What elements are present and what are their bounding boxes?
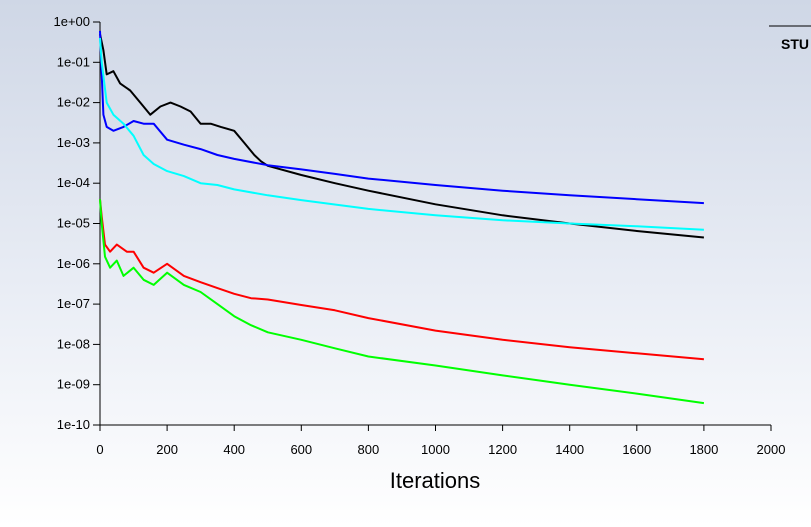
x-tick-label: 800 bbox=[358, 442, 380, 457]
x-axis-title: Iterations bbox=[390, 468, 481, 493]
y-tick-label: 1e-03 bbox=[57, 135, 90, 150]
series-line-3 bbox=[99, 37, 704, 231]
y-tick-label: 1e+00 bbox=[53, 14, 90, 29]
y-tick-label: 1e-04 bbox=[57, 175, 90, 190]
y-tick-label: 1e-02 bbox=[57, 95, 90, 110]
x-axis: 0 200 400 600 800 1000 1200 1400 1600 1800 2000 bbox=[96, 424, 786, 457]
x-tick-label: 0 bbox=[96, 442, 103, 457]
x-tick-label: 2000 bbox=[757, 442, 786, 457]
series-layer bbox=[99, 30, 705, 405]
x-tick-label: 1200 bbox=[488, 442, 517, 457]
x-tick-label: 1600 bbox=[622, 442, 651, 457]
x-tick-label: 1000 bbox=[421, 442, 450, 457]
series-line-5 bbox=[99, 199, 705, 405]
x-tick-label: 1400 bbox=[555, 442, 584, 457]
y-tick-label: 1e-06 bbox=[57, 256, 90, 271]
x-tick-label: 600 bbox=[290, 442, 312, 457]
legend-label: STU bbox=[781, 36, 809, 52]
y-axis: 1e+00 1e-01 1e-02 1e-03 1e-04 1e-05 1e-06 1e-07… bbox=[53, 14, 101, 432]
y-tick-label: 1e-10 bbox=[57, 417, 90, 432]
x-tick-label: 1800 bbox=[689, 442, 718, 457]
series-line-4 bbox=[99, 199, 704, 361]
y-tick-label: 1e-01 bbox=[57, 54, 90, 69]
x-tick-label: 200 bbox=[156, 442, 178, 457]
series-line-1 bbox=[99, 33, 704, 239]
y-tick-label: 1e-08 bbox=[57, 336, 90, 351]
y-tick-label: 1e-07 bbox=[57, 296, 90, 311]
y-tick-label: 1e-09 bbox=[57, 377, 90, 392]
x-tick-label: 400 bbox=[223, 442, 245, 457]
legend-fragment: STU bbox=[769, 25, 811, 52]
y-tick-label: 1e-05 bbox=[57, 216, 90, 231]
series-line-2 bbox=[99, 30, 704, 205]
